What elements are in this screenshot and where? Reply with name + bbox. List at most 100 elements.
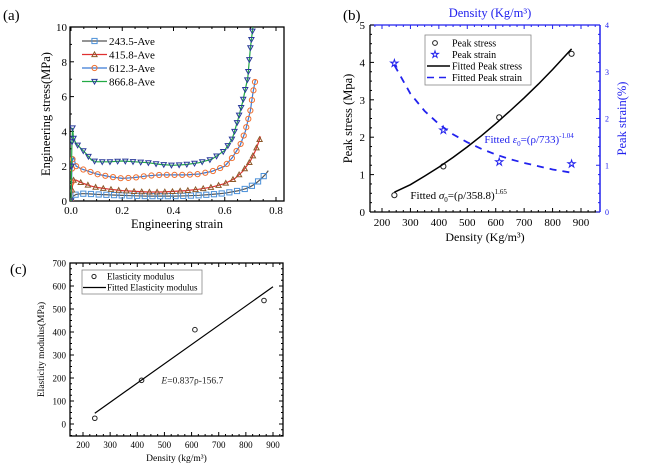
data-point (153, 188, 161, 195)
data-point (70, 125, 76, 132)
data-point (195, 192, 202, 199)
series-866.8-Ave (70, 27, 256, 201)
y2-tick-label: 4 (605, 21, 609, 30)
y-tick-label: 500 (53, 305, 67, 315)
data-point (175, 162, 183, 169)
x-tick-label: 700 (516, 217, 533, 229)
data-point (244, 68, 252, 76)
data-point (161, 188, 169, 195)
fit-annotation: Fitted σ0=(ρ/358.8)1.65 (410, 188, 507, 204)
x-tick-label: 0.6 (218, 205, 232, 217)
data-point (94, 171, 101, 178)
y-tick-label: 200 (53, 374, 67, 384)
legend-label: Fitted Peak stress (452, 62, 522, 73)
annotation-part: =(ρ/358.8) (448, 190, 495, 202)
y-tick-label: 10 (56, 22, 68, 34)
data-point (138, 188, 146, 195)
data-point (84, 181, 92, 188)
legend-label: Elasticity modulus (107, 272, 175, 282)
annotation-part: ε (513, 134, 518, 146)
data-point (103, 191, 110, 198)
data-point (228, 136, 236, 143)
data-point (389, 57, 400, 68)
data-point (169, 187, 176, 195)
x-axis-title: Density (kg/m³) (146, 453, 207, 464)
data-point (70, 135, 78, 142)
data-point (219, 149, 227, 156)
data-point (115, 186, 123, 193)
data-point (72, 191, 79, 198)
x-tick-label: 900 (266, 440, 280, 450)
data-point (207, 183, 215, 190)
legend-box (424, 34, 532, 86)
data-point (192, 326, 198, 333)
data-point (87, 168, 94, 176)
data-point (80, 190, 87, 197)
data-point (241, 185, 248, 193)
data-point (210, 191, 218, 198)
x-tick-label: 600 (487, 217, 504, 229)
x-tick-label: 900 (573, 217, 590, 229)
y-tick-label: 2 (360, 132, 366, 144)
data-point (130, 187, 138, 194)
x-tick-label: 0.8 (269, 205, 283, 217)
data-point (144, 160, 152, 167)
data-point (148, 172, 155, 179)
annotation-part: σ (439, 190, 445, 202)
y2-axis-title: Peak strain(%) (615, 82, 629, 156)
annotation-part: =(ρ/733) (521, 134, 560, 146)
y-tick-label: 2 (62, 161, 68, 173)
data-point (141, 192, 148, 200)
data-point (102, 172, 109, 179)
annotation-part: -1.04 (559, 132, 574, 140)
data-point (140, 173, 147, 180)
legend-marker (432, 40, 438, 46)
top-axis-title: Density (Kg/m³) (449, 6, 532, 20)
plot-area: Fitted σ0=(ρ/358.8)1.65 Fitted ε0=(ρ/733)… (389, 48, 577, 204)
data-point (92, 415, 98, 422)
data-point (260, 173, 267, 180)
plot-area (70, 27, 269, 201)
data-point (253, 144, 260, 151)
annotation-part: 0 (517, 140, 521, 148)
y-axis-title: Elasticity modulus(MPa) (36, 302, 47, 397)
y-axis-title: Engineering stress(MPa) (39, 52, 53, 176)
data-point (241, 165, 249, 172)
data-point (224, 143, 232, 150)
legend-label: Fitted Elasticity modulus (107, 283, 198, 293)
y-tick-label: 700 (53, 259, 67, 269)
panel-label: (a) (3, 8, 20, 24)
series-Fitted Peak strain (393, 64, 572, 174)
series-Fitted Peak stress (394, 48, 573, 193)
data-point (247, 36, 255, 44)
data-point (70, 198, 75, 201)
data-point (77, 178, 85, 186)
data-point (134, 192, 141, 199)
x-tick-label: 0.4 (167, 205, 181, 217)
y-tick-label: 8 (62, 57, 68, 69)
y-axis: 0 100 200 300 400 500 600 700 Elasticity modulus… (36, 259, 283, 436)
data-point (247, 107, 254, 114)
fit-annotation: Fitted ε0=(ρ/733)-1.04 (484, 132, 574, 148)
data-point (117, 175, 124, 182)
data-point (92, 183, 100, 190)
x-tick-label: 0.0 (64, 205, 78, 217)
y-tick-label: 4 (62, 126, 68, 138)
y-tick-label: 0 (360, 207, 366, 219)
data-point (110, 191, 118, 199)
x-axis: 200 300 400 500 600 700 800 900 Density (Kg/m³) D… (374, 6, 596, 244)
series-line (70, 136, 262, 201)
data-point (237, 104, 245, 112)
data-point (215, 181, 223, 188)
x-tick-label: 400 (131, 440, 145, 450)
data-point (70, 156, 76, 163)
data-point (132, 174, 140, 181)
y2-axis: 0 1 2 3 4 Peak strain(%) (596, 21, 629, 217)
x-tick-label: 300 (103, 440, 117, 450)
x-axis: 0.0 0.2 0.4 0.6 0.8 Engineering strain (64, 27, 283, 231)
data-point (233, 120, 241, 127)
y-tick-label: 400 (53, 328, 67, 338)
